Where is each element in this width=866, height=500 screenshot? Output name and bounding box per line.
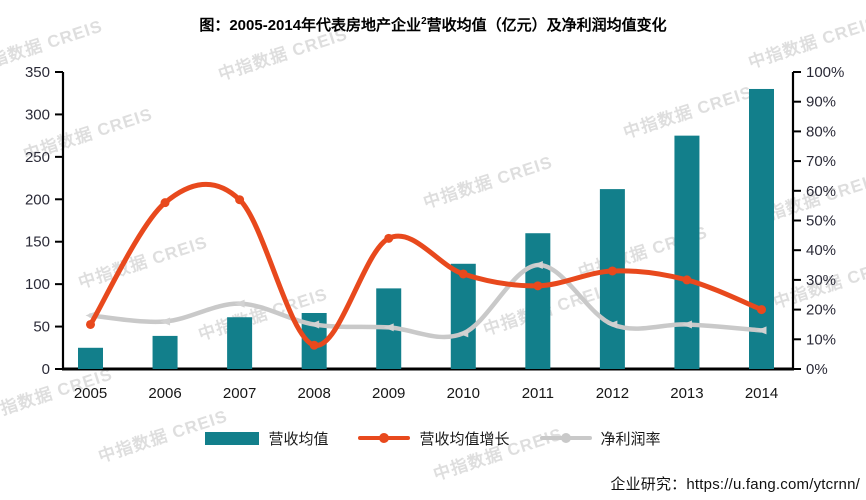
net-margin-point-2013 — [681, 320, 692, 329]
bar-series-swatch — [205, 431, 260, 445]
revenue-growth-point-2013 — [682, 275, 692, 285]
right-tick-label-60%: 60% — [806, 183, 836, 200]
legend-item-revenue-growth: 营收均值增长 — [358, 428, 510, 449]
bar-2011 — [525, 233, 551, 369]
revenue-growth-point-2007 — [235, 195, 245, 205]
revenue-growth-line — [88, 181, 764, 348]
net-margin-point-2012 — [607, 320, 618, 329]
x-label-2014: 2014 — [745, 385, 778, 402]
left-tick-label-50: 50 — [33, 319, 50, 336]
left-tick-label-250: 250 — [25, 149, 50, 166]
left-tick-label-100: 100 — [25, 276, 50, 293]
bar-2014 — [749, 88, 774, 369]
legend-label-revenue-growth: 营收均值增长 — [419, 430, 510, 448]
revenue-growth-point-2006 — [160, 198, 170, 208]
revenue-growth-point-2011 — [533, 281, 543, 291]
right-tick-label-80%: 80% — [806, 123, 836, 140]
left-tick-label-200: 200 — [25, 191, 50, 208]
legend-label-revenue: 营收均值 — [268, 430, 329, 448]
right-tick-label-70%: 70% — [806, 153, 836, 170]
x-label-2011: 2011 — [522, 385, 554, 402]
chart-title-suffix: 营收均值（亿元）及净利润均值变化 — [426, 17, 667, 34]
x-label-2006: 2006 — [148, 385, 181, 402]
margin-line-swatch — [539, 431, 592, 445]
revenue-growth-point-2008 — [309, 340, 319, 350]
net-margin-point-2011 — [532, 261, 543, 270]
chart-title-prefix: 图：2005-2014年代表房地产企业 — [199, 17, 422, 34]
bar-2005 — [78, 347, 103, 369]
source-label: 企业研究： — [610, 476, 687, 493]
x-label-2013: 2013 — [670, 385, 703, 402]
revenue-growth-point-2014 — [757, 305, 766, 315]
chart-title: 图：2005-2014年代表房地产企业2营收均值（亿元）及净利润均值变化 — [0, 14, 866, 35]
chart-canvas: 0 50 100 150 200 250 300 350 0% 10% 20% 30% 40% 50% 60… — [25, 64, 844, 402]
legend-label-net-margin: 净利润率 — [600, 430, 661, 448]
revenue-growth-point-2010 — [458, 269, 468, 279]
chart-title-superscript: 2 — [421, 16, 427, 27]
x-label-2010: 2010 — [447, 385, 480, 402]
x-label-2008: 2008 — [297, 385, 330, 402]
growth-line-swatch — [358, 431, 411, 445]
left-tick-label-300: 300 — [25, 106, 50, 123]
bar-2010 — [450, 263, 476, 369]
revenue-growth-point-2005 — [86, 319, 95, 329]
right-tick-label-0%: 0% — [806, 361, 828, 378]
net-margin-line — [88, 262, 764, 340]
left-tick-label-350: 350 — [25, 64, 50, 81]
right-tick-label-30%: 30% — [806, 272, 836, 289]
right-tick-label-90%: 90% — [806, 94, 836, 111]
revenue-growth-point-2009 — [384, 233, 394, 243]
source-line: 企业研究：https://u.fang.com/ytcrnn/ — [610, 473, 860, 494]
net-margin-point-2006 — [160, 317, 171, 326]
net-margin-point-2009 — [383, 323, 394, 332]
left-tick-label-150: 150 — [25, 234, 50, 251]
x-label-2005: 2005 — [74, 385, 107, 402]
right-tick-label-50%: 50% — [806, 213, 836, 230]
right-tick-label-100%: 100% — [806, 64, 844, 81]
right-tick-label-40%: 40% — [806, 242, 836, 259]
x-label-2009: 2009 — [372, 385, 405, 402]
net-margin-point-2008 — [309, 320, 320, 329]
revenue-growth-point-2012 — [607, 266, 617, 276]
x-label-2007: 2007 — [223, 385, 256, 402]
bar-2006 — [152, 335, 178, 369]
source-url: https://u.fang.com/ytcrnn/ — [686, 476, 860, 493]
net-margin-point-2007 — [234, 299, 245, 308]
x-label-2012: 2012 — [596, 385, 629, 402]
right-tick-label-10%: 10% — [806, 331, 836, 348]
bar-2013 — [674, 135, 700, 369]
legend-item-revenue: 营收均值 — [205, 428, 328, 449]
chart-legend: 营收均值 营收均值增长 净利润率 — [0, 426, 866, 450]
bar-2007 — [227, 317, 253, 369]
net-margin-point-2014 — [756, 326, 767, 335]
net-margin-point-2010 — [458, 329, 469, 338]
left-tick-label-0: 0 — [42, 361, 50, 378]
right-tick-label-20%: 20% — [806, 302, 836, 319]
bar-2012 — [599, 189, 625, 369]
legend-item-net-margin: 净利润率 — [539, 428, 661, 449]
